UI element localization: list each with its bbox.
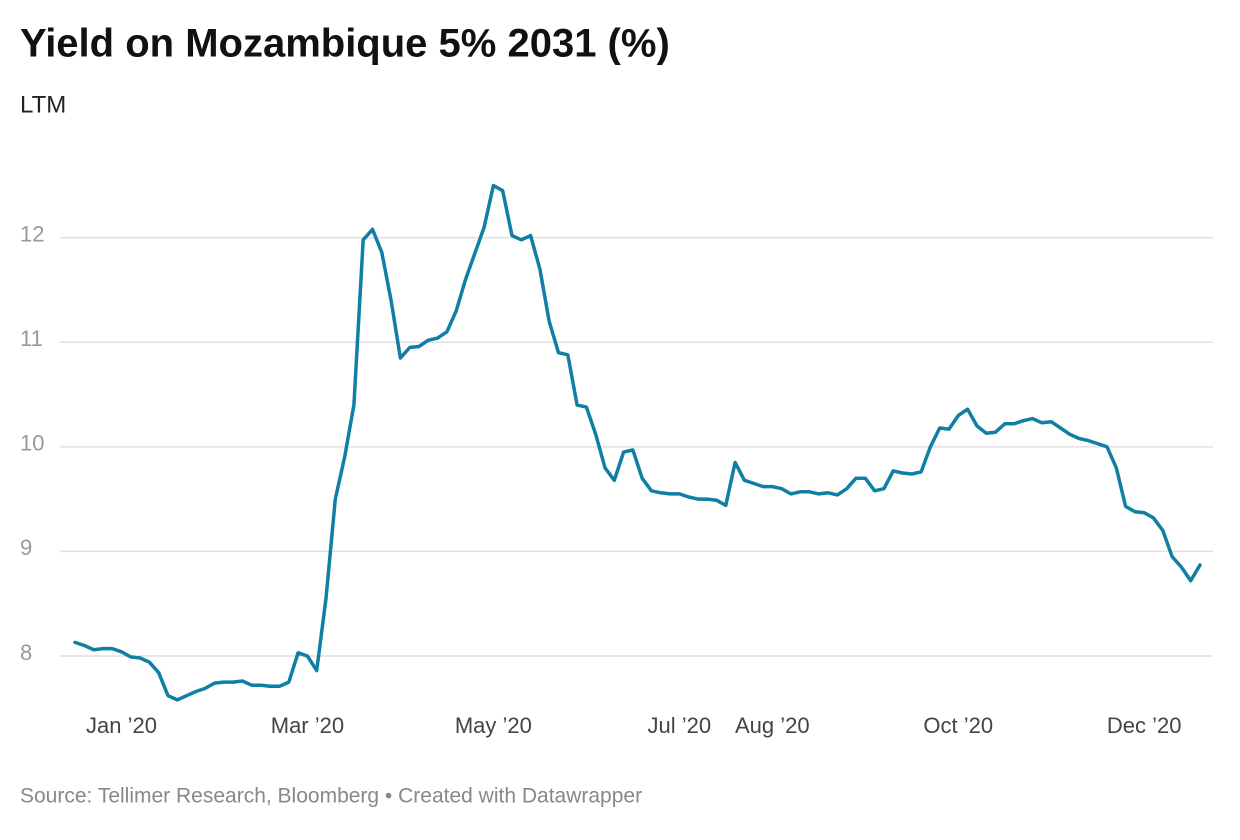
y-tick-label: 8 (20, 640, 32, 665)
x-tick-label: Aug ’20 (735, 713, 810, 738)
y-tick-label: 12 (20, 222, 44, 247)
x-tick-label: Dec ’20 (1107, 713, 1182, 738)
y-tick-label: 9 (20, 535, 32, 560)
chart-subtitle: LTM (20, 91, 66, 118)
x-tick-label: May ’20 (455, 713, 532, 738)
x-tick-label: Jan ’20 (86, 713, 157, 738)
x-tick-label: Jul ’20 (648, 713, 712, 738)
source: Source: Tellimer Research, Bloomberg • C… (20, 785, 642, 808)
y-tick-label: 10 (20, 431, 44, 456)
x-tick-label: Mar ’20 (271, 713, 344, 738)
chart-title: Yield on Mozambique 5% 2031 (%) (20, 22, 670, 66)
x-tick-label: Oct ’20 (923, 713, 993, 738)
y-tick-label: 11 (20, 326, 43, 351)
line (73, 183, 1202, 702)
